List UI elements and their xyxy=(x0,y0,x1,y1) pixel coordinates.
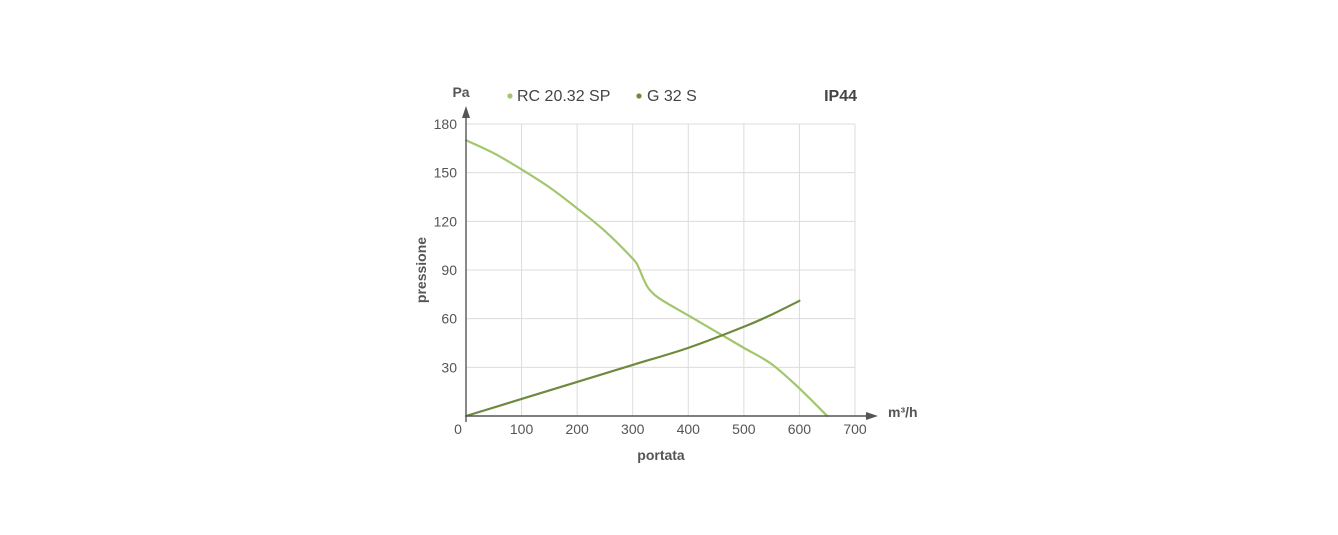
x-axis-arrow xyxy=(866,412,878,420)
x-tick-label-100: 100 xyxy=(510,421,534,437)
grid xyxy=(466,123,856,416)
x-tick-label-0: 0 xyxy=(454,421,462,437)
series-line-g-32-s xyxy=(464,299,801,418)
y-tick-label-120: 120 xyxy=(434,213,458,229)
x-tick-label-700: 700 xyxy=(843,421,867,437)
legend-label-g-32-s: G 32 S xyxy=(647,88,697,105)
y-tick-label-90: 90 xyxy=(441,262,457,278)
y-tick-label-30: 30 xyxy=(441,359,457,375)
x-unit-label: m³/h xyxy=(888,404,918,420)
legend: RC 20.32 SP G 32 S xyxy=(507,88,697,105)
x-tick-label-500: 500 xyxy=(732,421,756,437)
y-axis-arrow xyxy=(462,106,470,118)
legend-item-rc-20-32-sp: RC 20.32 SP xyxy=(507,88,610,105)
y-tick-label-180: 180 xyxy=(434,116,458,132)
series-line-rc-20-32-sp xyxy=(464,139,829,418)
legend-item-g-32-s: G 32 S xyxy=(636,88,697,105)
tick-labels: 0 100 200 300 400 500 600 700 30 60 90 120 150 180 xyxy=(434,116,867,437)
axes xyxy=(462,106,878,422)
y-tick-label-60: 60 xyxy=(441,311,457,327)
x-tick-label-600: 600 xyxy=(788,421,812,437)
legend-swatch-rc-20-32-sp xyxy=(507,93,513,99)
x-tick-label-300: 300 xyxy=(621,421,645,437)
legend-swatch-g-32-s xyxy=(636,93,642,99)
x-tick-label-200: 200 xyxy=(565,421,589,437)
x-axis-title: portata xyxy=(637,447,685,463)
ip-rating-badge: IP44 xyxy=(824,88,857,105)
series-lines xyxy=(464,139,829,418)
y-tick-label-150: 150 xyxy=(434,165,458,181)
legend-label-rc-20-32-sp: RC 20.32 SP xyxy=(517,88,610,105)
y-unit-label: Pa xyxy=(452,84,469,100)
y-axis-title: pressione xyxy=(413,237,429,303)
x-tick-label-400: 400 xyxy=(677,421,701,437)
